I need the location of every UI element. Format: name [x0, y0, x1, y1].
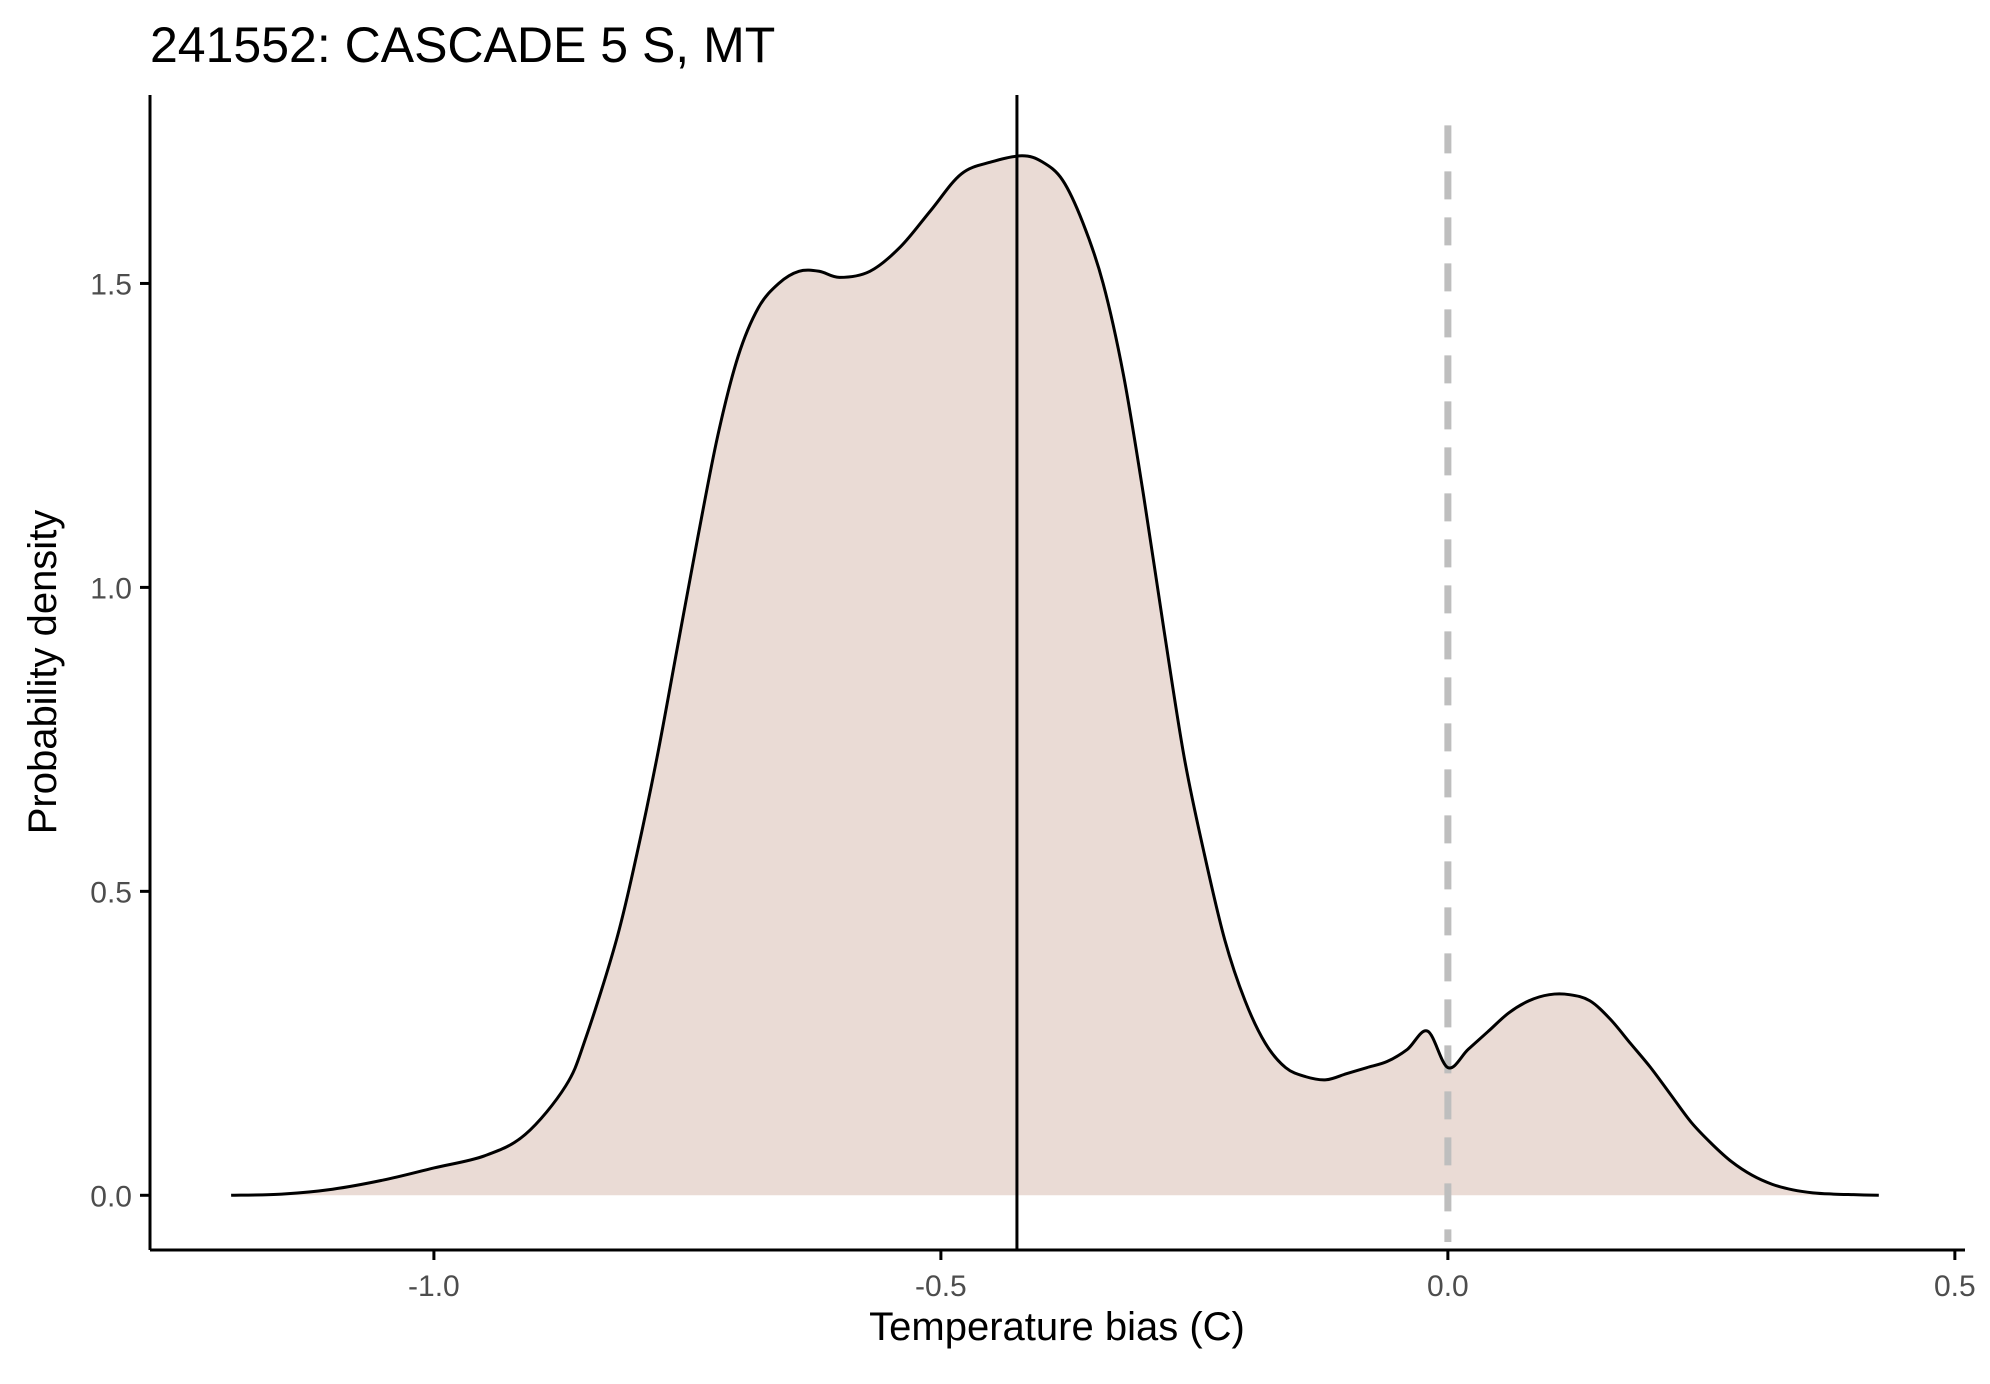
plot-area [231, 95, 1879, 1250]
density-curve [231, 154, 1879, 1197]
density-area [231, 155, 1879, 1196]
chart-title: 241552: CASCADE 5 S, MT [150, 17, 775, 73]
x-axis-ticks: -1.0 -0.5 0.0 0.5 [408, 1250, 1976, 1303]
x-tick-label: 0.0 [1427, 1270, 1469, 1303]
y-tick-label: 0.5 [90, 876, 132, 909]
x-tick-label: -0.5 [915, 1270, 967, 1303]
y-tick-label: 1.0 [90, 572, 132, 605]
y-tick-label: 1.5 [90, 268, 132, 301]
x-axis-label: Temperature bias (C) [869, 1305, 1245, 1349]
x-tick-label: -1.0 [408, 1270, 460, 1303]
y-tick-label: 0.0 [90, 1180, 132, 1213]
y-axis-ticks: 0.0 0.5 1.0 1.5 [90, 268, 150, 1213]
y-axis-label: Probability density [21, 510, 65, 835]
x-tick-label: 0.5 [1934, 1270, 1976, 1303]
